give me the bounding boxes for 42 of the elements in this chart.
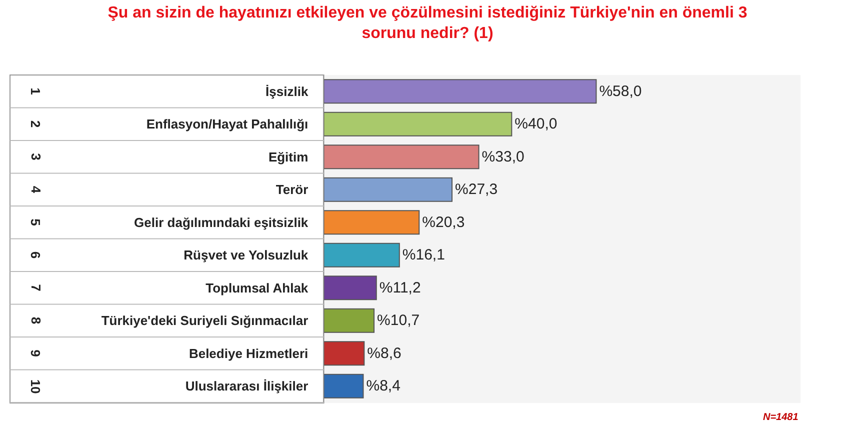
data-label: %10,7 [377,312,420,330]
y-tick-label: Toplumsal Ahlak [206,280,309,296]
bar [324,374,364,398]
data-label: %27,3 [455,181,498,198]
bar [324,210,420,235]
text: 4 [28,186,44,194]
chart-title: Şu an sizin de hayatınızı etkileyen ve çözülmesini istediğiniz Türkiye'nin en önemli 3 sorunu nedir? (1) [108,4,748,42]
text: 9 [28,350,44,357]
y-tick-label: Enflasyon/Hayat Pahalılığı [146,116,308,132]
bar [324,79,597,104]
text: 1 [28,88,44,95]
data-label: %16,1 [402,246,445,264]
bar [324,144,480,170]
y-tick-label: İşsizlik [266,84,309,99]
bar [324,341,365,366]
text: 6 [28,251,43,259]
data-label: %33,0 [482,148,524,166]
data-label: %11,2 [379,279,421,296]
text: 2 [28,120,43,128]
y-tick-label: Eğitim [268,149,308,164]
y-tick-label: Gelir dağılımındaki eşitsizlik [134,214,309,230]
text: 8 [28,316,44,324]
data-label: %20,3 [422,214,465,231]
bar [324,177,453,202]
data-label: %8,6 [367,344,402,362]
y-tick-label: Uluslararası İlişkiler [185,378,308,394]
text: N=1481 [763,412,799,423]
data-label: %8,4 [366,378,400,395]
text: 5 [28,218,44,226]
y-tick-label: Terör [276,182,308,198]
bar [324,276,377,300]
text: 3 [28,153,44,160]
bar [324,308,375,333]
bar [324,112,512,136]
data-label: %58,0 [599,82,642,100]
data-label: %40,0 [514,116,558,133]
y-tick-label: Rüşvet ve Yolsuzluk [184,248,309,263]
bar [324,242,400,268]
text: 10 [28,379,43,394]
text: 7 [28,284,44,292]
y-tick-label: Belediye Hizmetleri [188,346,308,361]
y-tick-label: Türkiye'deki Suriyeli Sığınmacılar [101,313,308,328]
